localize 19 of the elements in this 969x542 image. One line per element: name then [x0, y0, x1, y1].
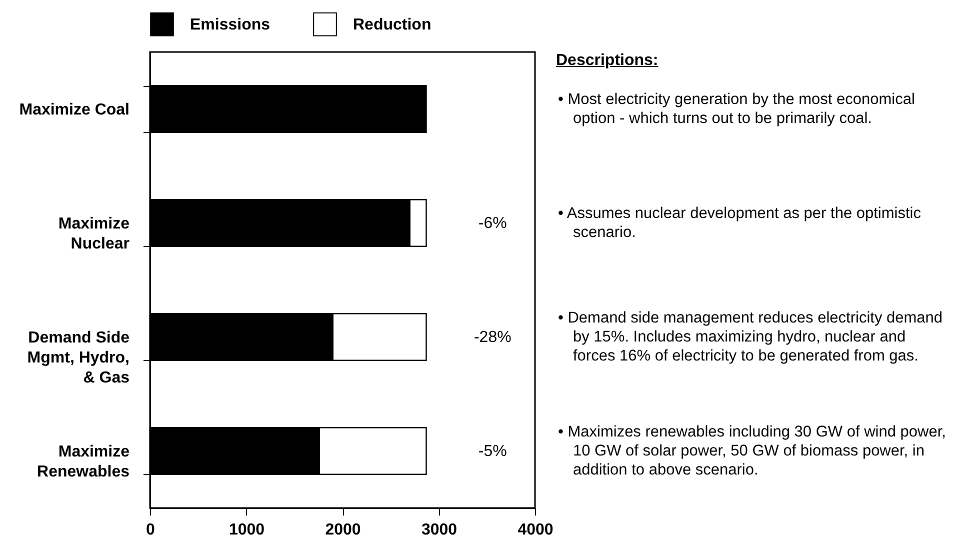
- text: • Assumes nuclear development as per the optimistic scenario.: [557, 204, 922, 242]
- x-tick-label: 0: [146, 522, 156, 538]
- text: • Most electricity generation by the most economical option - which turns out to be primarily coal.: [557, 90, 916, 128]
- text: • Demand side management reduces electricity demand by 15%. Includes maximizing hydro, nuclear and forces 16% of electricity to be generated from gas.: [557, 308, 944, 366]
- x-tick-label: 3000: [421, 522, 458, 538]
- annotation: -5%: [478, 443, 507, 460]
- text: • Maximizes renewables including 30 GW of wind power, 10 GW of solar power, 50 GW of biomass power, in addition to above scenario.: [557, 422, 947, 480]
- legend-label: Emissions: [190, 16, 270, 34]
- text: Descriptions:: [556, 52, 658, 70]
- y-tick-label: Demand Side Mgmt, Hydro, & Gas: [27, 330, 130, 386]
- annotation: -28%: [474, 329, 512, 346]
- annotation: -6%: [478, 215, 507, 232]
- y-tick-label: Maximize Renewables: [37, 444, 130, 480]
- legend-label: Reduction: [353, 16, 432, 34]
- y-tick-label: Maximize Coal: [19, 102, 130, 118]
- x-tick-label: 2000: [325, 522, 361, 538]
- y-tick-label: Maximize Nuclear: [58, 216, 130, 252]
- x-tick-label: 4000: [518, 522, 554, 538]
- x-tick-label: 1000: [228, 522, 265, 538]
